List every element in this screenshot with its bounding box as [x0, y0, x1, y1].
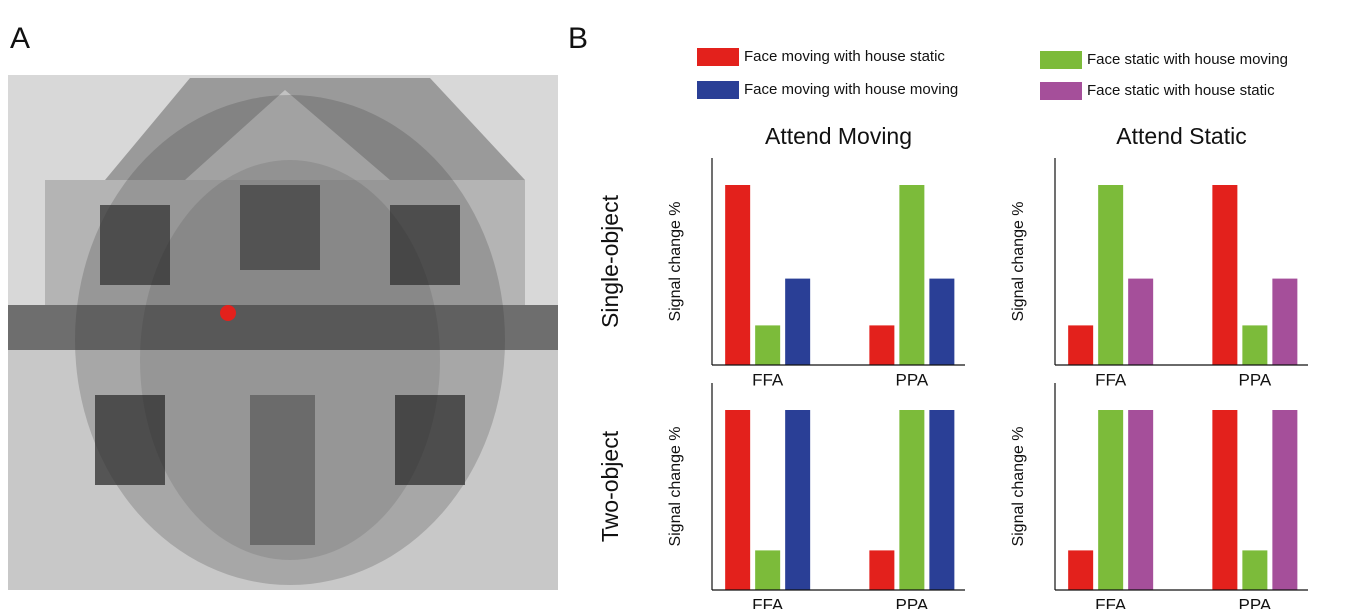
photo [8, 75, 558, 590]
bar [785, 410, 810, 590]
row-label: Single-object [597, 194, 623, 328]
bar [1272, 279, 1297, 365]
x-tick-label: PPA [1238, 595, 1271, 609]
bar [1128, 410, 1153, 590]
x-tick-label: FFA [752, 595, 784, 609]
x-tick-label: PPA [1238, 370, 1271, 389]
bar [869, 325, 894, 365]
y-axis-label: Signal change % [667, 201, 684, 321]
panel-label: B [568, 22, 588, 55]
bar [1068, 325, 1093, 365]
bar [1128, 279, 1153, 365]
row-label: Two-object [597, 430, 623, 542]
x-tick-label: FFA [1095, 370, 1127, 389]
legend-swatch [697, 48, 739, 66]
bar [1242, 550, 1267, 590]
bar [1098, 185, 1123, 365]
legend-swatch [1040, 51, 1082, 69]
bar [785, 279, 810, 365]
bar [1098, 410, 1123, 590]
bar [755, 550, 780, 590]
bar [1212, 410, 1237, 590]
x-tick-label: PPA [895, 595, 928, 609]
legend-label: Face static with house static [1087, 82, 1275, 99]
bar [869, 550, 894, 590]
legend-swatch [697, 81, 739, 99]
bar [929, 279, 954, 365]
bar [929, 410, 954, 590]
bar [725, 185, 750, 365]
bar [1242, 325, 1267, 365]
bar [899, 410, 924, 590]
legend-label: Face moving with house moving [744, 81, 958, 98]
bar [1212, 185, 1237, 365]
column-title: Attend Moving [765, 123, 912, 149]
y-axis-label: Signal change % [1010, 426, 1027, 546]
bar [755, 325, 780, 365]
legend-label: Face static with house moving [1087, 51, 1288, 68]
x-tick-label: FFA [752, 370, 784, 389]
panel-label: A [10, 22, 30, 55]
x-tick-label: FFA [1095, 595, 1127, 609]
bar [1272, 410, 1297, 590]
y-axis-label: Signal change % [667, 426, 684, 546]
column-title: Attend Static [1116, 123, 1246, 149]
bar [1068, 550, 1093, 590]
x-tick-label: PPA [895, 370, 928, 389]
y-axis-label: Signal change % [1010, 201, 1027, 321]
figure: A B Face moving with house static Face mo… [0, 0, 1347, 609]
bar [899, 185, 924, 365]
legend-label: Face moving with house static [744, 48, 945, 65]
bar [725, 410, 750, 590]
legend-swatch [1040, 82, 1082, 100]
